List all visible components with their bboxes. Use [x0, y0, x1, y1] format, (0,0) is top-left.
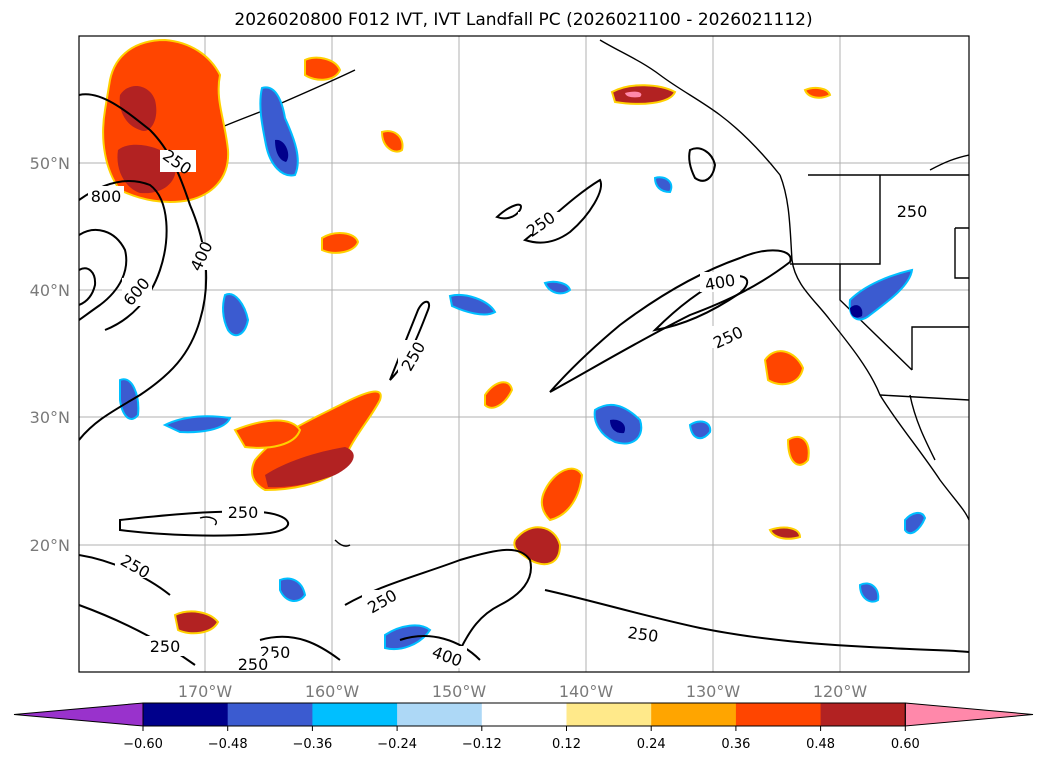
- contour-label: 250: [627, 623, 660, 646]
- colorbar-tick-label: 0.12: [552, 737, 581, 752]
- colorbar-tick-label: 0.24: [637, 737, 666, 752]
- lon-label: 160°W: [305, 682, 360, 701]
- latitude-labels: 50°N 40°N 30°N 20°N: [30, 154, 70, 555]
- colorbar-extend-min: [13, 702, 144, 727]
- contour-label: 800: [91, 187, 122, 206]
- colorbar-segment: [735, 703, 822, 726]
- colorbar-segment: [481, 703, 567, 726]
- lon-label: 170°W: [178, 682, 233, 701]
- lat-label: 30°N: [30, 408, 70, 427]
- longitude-labels: 170°W 160°W 150°W 140°W 130°W 120°W: [178, 682, 868, 701]
- colorbar-tick-label: −0.36: [292, 737, 332, 752]
- ivt-fill-patches: [102, 38, 927, 650]
- colorbar-tick-label: −0.48: [208, 737, 248, 752]
- lat-label: 50°N: [30, 154, 70, 173]
- colorbar-tick-label: −0.60: [123, 737, 163, 752]
- lon-label: 120°W: [813, 682, 868, 701]
- colorbar-tick-label: 0.48: [806, 737, 835, 752]
- colorbar-tick-label: 0.36: [721, 737, 750, 752]
- colorbar-frame: [142, 702, 906, 727]
- map-frame: [78, 35, 970, 673]
- page-title: 2026020800 F012 IVT, IVT Landfall PC (20…: [234, 10, 813, 30]
- colorbar-extend-max: [904, 702, 1034, 727]
- lat-label: 20°N: [30, 536, 70, 555]
- lon-label: 130°W: [686, 682, 741, 701]
- contour-label: 250: [150, 637, 181, 656]
- colorbar-tick-label: 0.60: [891, 737, 920, 752]
- contour-label: 250: [897, 202, 928, 221]
- lat-label: 40°N: [30, 281, 70, 300]
- graticule: [79, 36, 969, 672]
- map-area: 250 800 400 600 250 250 400 250 250 250 …: [79, 36, 969, 674]
- colorbar-tick-label: −0.12: [462, 737, 502, 752]
- colorbar-segment: [566, 703, 652, 726]
- lon-label: 140°W: [559, 682, 614, 701]
- contour-label: 250: [238, 655, 269, 674]
- contour-label: 250: [228, 503, 259, 522]
- colorbar: −0.60 −0.48 −0.36 −0.24 −0.12 0.12 0.24 0.36 0.4…: [13, 702, 1034, 752]
- colorbar-tick-label: −0.24: [377, 737, 417, 752]
- colorbar-segment: [143, 703, 229, 726]
- lon-label: 150°W: [432, 682, 487, 701]
- contour-labels: 250 800 400 600 250 250 400 250 250 250 …: [88, 146, 934, 674]
- colorbar-segment: [651, 703, 737, 726]
- colorbar-segment: [312, 703, 398, 726]
- colorbar-segment: [820, 703, 906, 726]
- colorbar-segment: [227, 703, 313, 726]
- colorbar-segment: [397, 703, 483, 726]
